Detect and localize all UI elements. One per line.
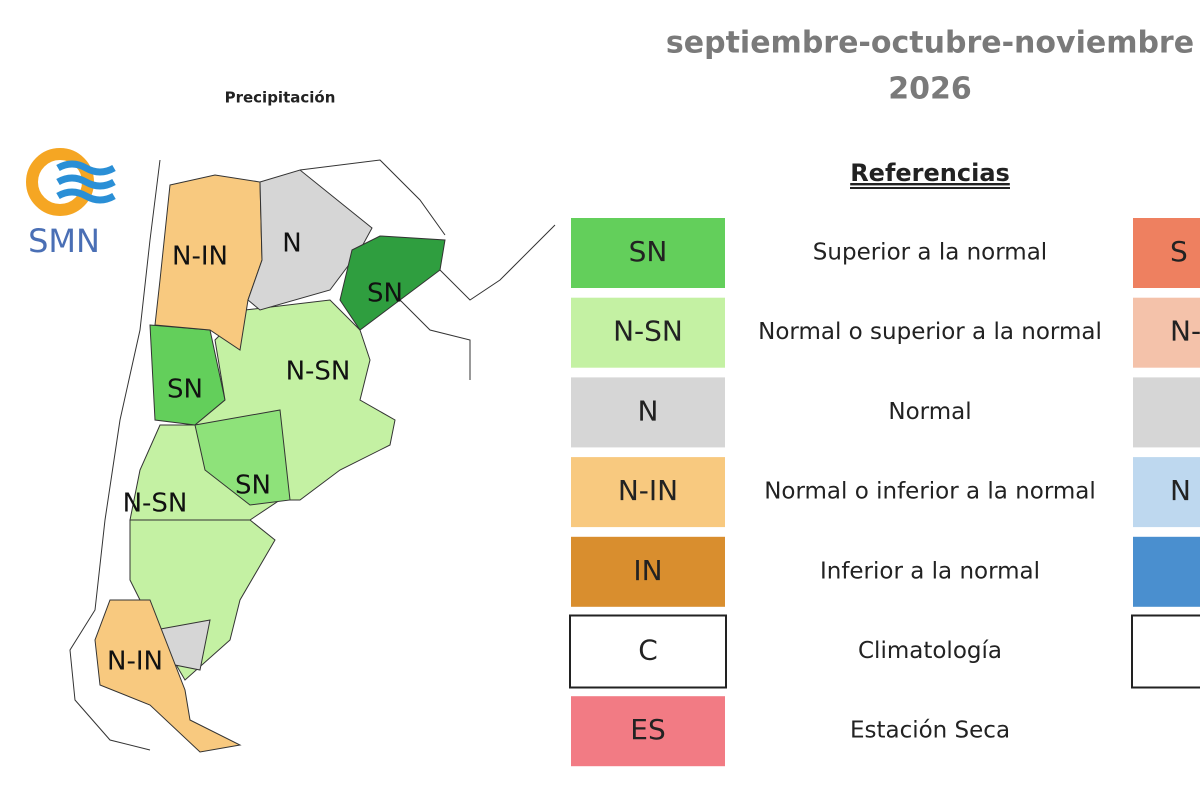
logo-text: SMN <box>28 222 100 260</box>
legend-code: N-SN <box>613 315 683 348</box>
map <box>69 159 556 753</box>
legend-swatch-extra <box>1131 295 1200 370</box>
legend-swatch-extra <box>1131 534 1200 609</box>
legend-code-extra: N <box>1170 474 1191 507</box>
legend-label: Superior a la normal <box>813 240 1047 266</box>
legend-swatch <box>569 455 727 530</box>
legend-swatch <box>569 534 727 609</box>
region-sn-northeast <box>339 235 446 331</box>
map-title: Precipitación <box>225 89 336 107</box>
legend-label: Estación Seca <box>850 718 1010 744</box>
legend-label: Normal o superior a la normal <box>758 319 1102 345</box>
legend-label: Inferior a la normal <box>820 558 1040 584</box>
logo: SMN <box>26 148 116 260</box>
map-label: SN <box>367 279 403 309</box>
border-neighbors <box>299 159 556 380</box>
legend-swatch-extra <box>1131 455 1200 530</box>
region-n-north <box>247 169 373 311</box>
region-nsn-center <box>129 299 396 521</box>
legend-label: Normal o inferior a la normal <box>764 479 1096 505</box>
map-label: N-IN <box>172 242 228 272</box>
legend-swatch-extra <box>1131 375 1200 450</box>
map-label: N-IN <box>107 647 163 677</box>
legend-label: Normal <box>888 399 971 425</box>
region-nin-south <box>94 599 242 753</box>
map-labels: N-IN N SN SN N-SN SN N-SN N-IN <box>107 229 403 677</box>
year: 2026 <box>888 72 972 107</box>
legend-swatch <box>569 375 727 450</box>
map-label: N <box>282 229 301 259</box>
legend-code: ES <box>630 713 665 746</box>
region-nin-north <box>154 174 263 351</box>
border-chile <box>69 159 161 751</box>
legend-code-extra: S <box>1170 235 1188 268</box>
logo-waves <box>56 160 116 204</box>
map-label: SN <box>167 375 203 405</box>
legend-code: SN <box>629 235 668 268</box>
map-label: SN <box>235 471 271 501</box>
legend-label: Climatología <box>858 638 1002 664</box>
legend-title: Referencias <box>850 159 1010 187</box>
map-label: N-SN <box>123 489 188 519</box>
region-sn-center <box>194 409 291 506</box>
legend-code-extra: N- <box>1170 315 1200 348</box>
legend-code: IN <box>633 554 662 587</box>
legend-swatch <box>569 694 727 769</box>
legend-swatch <box>569 295 727 370</box>
map-label: N-SN <box>286 357 351 387</box>
legend-swatch-extra <box>1131 614 1200 689</box>
legend-swatch <box>569 216 727 290</box>
legend-swatch-extra <box>1131 216 1200 290</box>
legend-code: N <box>638 394 659 427</box>
legend-swatch <box>569 614 727 689</box>
legend-code: C <box>638 634 658 667</box>
title: septiembre-octubre-noviembre <box>666 26 1194 61</box>
legend-code: N-IN <box>618 474 678 507</box>
